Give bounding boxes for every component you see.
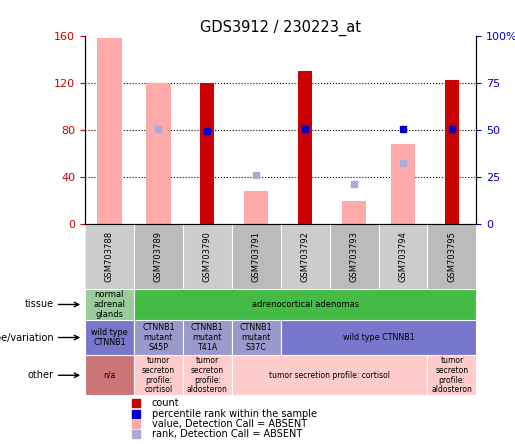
Text: n/a: n/a: [104, 371, 115, 380]
Bar: [379, 224, 427, 289]
Text: wild type CTNNB1: wild type CTNNB1: [342, 333, 415, 342]
Bar: [183, 355, 232, 395]
Bar: [183, 320, 232, 355]
Bar: [134, 355, 183, 395]
Text: tumor secretion profile: cortisol: tumor secretion profile: cortisol: [269, 371, 390, 380]
Text: GSM703788: GSM703788: [105, 231, 114, 282]
Bar: [445, 80, 459, 224]
Text: value, Detection Call = ABSENT: value, Detection Call = ABSENT: [151, 419, 306, 429]
Text: GSM703791: GSM703791: [252, 231, 261, 282]
Bar: [146, 83, 170, 224]
Bar: [85, 289, 134, 320]
Bar: [85, 355, 134, 395]
Bar: [427, 224, 476, 289]
Text: CTNNB1
mutant
S37C: CTNNB1 mutant S37C: [240, 323, 272, 352]
Text: CTNNB1
mutant
S45P: CTNNB1 mutant S45P: [142, 323, 175, 352]
Bar: [97, 38, 122, 224]
Bar: [391, 144, 415, 224]
Text: tumor
secreton
profile:
aldosteron: tumor secreton profile: aldosteron: [432, 356, 472, 394]
Bar: [134, 320, 183, 355]
Text: normal
adrenal
glands: normal adrenal glands: [93, 290, 126, 319]
Text: CTNNB1
mutant
T41A: CTNNB1 mutant T41A: [191, 323, 224, 352]
Bar: [134, 289, 476, 320]
Text: tumor
secreton
profile:
cortisol: tumor secreton profile: cortisol: [142, 356, 175, 394]
Bar: [85, 224, 134, 289]
Text: GSM703795: GSM703795: [448, 231, 456, 282]
Bar: [244, 191, 268, 224]
Text: count: count: [151, 398, 179, 408]
Text: wild type
CTNNB1: wild type CTNNB1: [91, 328, 128, 347]
Bar: [134, 224, 183, 289]
Text: tumor
secreton
profile:
aldosteron: tumor secreton profile: aldosteron: [187, 356, 228, 394]
Bar: [330, 224, 379, 289]
Title: GDS3912 / 230223_at: GDS3912 / 230223_at: [200, 20, 361, 36]
Text: GSM703789: GSM703789: [154, 231, 163, 282]
Bar: [232, 224, 281, 289]
Bar: [232, 320, 281, 355]
Bar: [281, 320, 476, 355]
Text: percentile rank within the sample: percentile rank within the sample: [151, 408, 317, 419]
Bar: [200, 83, 214, 224]
Text: GSM703793: GSM703793: [350, 231, 358, 282]
Bar: [298, 71, 312, 224]
Text: other: other: [28, 370, 54, 380]
Text: GSM703792: GSM703792: [301, 231, 310, 282]
Text: genotype/variation: genotype/variation: [0, 333, 54, 342]
Bar: [427, 355, 476, 395]
Bar: [342, 201, 366, 224]
Text: GSM703794: GSM703794: [399, 231, 407, 282]
Text: rank, Detection Call = ABSENT: rank, Detection Call = ABSENT: [151, 429, 302, 439]
Text: adrenocortical adenomas: adrenocortical adenomas: [251, 300, 359, 309]
Bar: [183, 224, 232, 289]
Bar: [85, 320, 134, 355]
Text: tissue: tissue: [25, 300, 54, 309]
Bar: [281, 224, 330, 289]
Text: GSM703790: GSM703790: [203, 231, 212, 282]
Bar: [232, 355, 427, 395]
